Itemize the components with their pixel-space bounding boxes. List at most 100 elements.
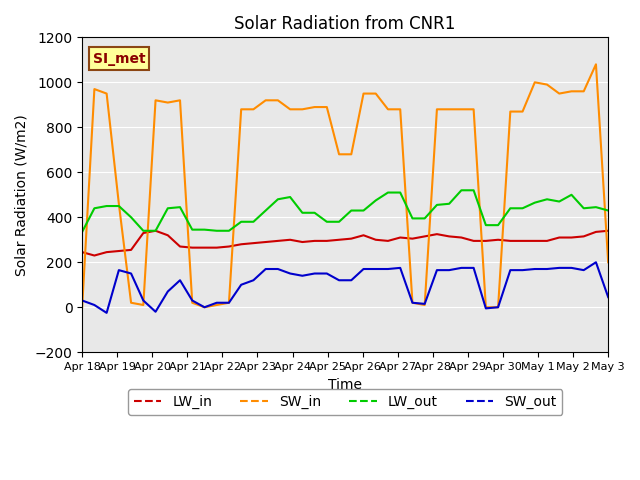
- LW_in: [298, 239, 306, 245]
- SW_out: [298, 273, 306, 278]
- SW_out: [213, 300, 221, 306]
- LW_out: [556, 199, 563, 204]
- LW_in: [237, 241, 245, 247]
- LW_in: [458, 235, 465, 240]
- LW_in: [103, 249, 111, 255]
- SW_in: [433, 107, 441, 112]
- Line: SW_in: SW_in: [82, 64, 608, 307]
- SW_out: [201, 304, 209, 310]
- LW_out: [323, 219, 331, 225]
- SW_in: [531, 79, 539, 85]
- SW_in: [127, 300, 135, 306]
- LW_out: [494, 222, 502, 228]
- SW_in: [372, 91, 380, 96]
- LW_out: [298, 210, 306, 216]
- SW_in: [164, 100, 172, 106]
- SW_out: [140, 298, 147, 303]
- LW_in: [140, 230, 147, 236]
- LW_in: [384, 238, 392, 244]
- LW_in: [580, 233, 588, 239]
- SW_out: [396, 265, 404, 271]
- LW_out: [580, 205, 588, 211]
- SW_out: [103, 310, 111, 316]
- SW_in: [580, 88, 588, 94]
- SW_in: [470, 107, 477, 112]
- LW_in: [78, 249, 86, 255]
- SW_in: [225, 300, 233, 306]
- SW_in: [78, 304, 86, 310]
- LW_in: [568, 235, 575, 240]
- LW_out: [531, 200, 539, 205]
- SW_out: [274, 266, 282, 272]
- SW_out: [506, 267, 514, 273]
- LW_in: [421, 233, 429, 239]
- SW_out: [90, 302, 98, 308]
- LW_out: [127, 215, 135, 220]
- Line: SW_out: SW_out: [82, 262, 608, 313]
- LW_in: [348, 236, 355, 241]
- SW_in: [103, 91, 111, 96]
- LW_out: [445, 201, 453, 207]
- LW_in: [396, 235, 404, 240]
- LW_in: [494, 237, 502, 243]
- SW_out: [604, 294, 612, 300]
- SW_out: [580, 267, 588, 273]
- SW_in: [152, 97, 159, 103]
- SW_in: [543, 82, 551, 87]
- SW_out: [164, 288, 172, 294]
- SW_in: [384, 107, 392, 112]
- SW_out: [445, 267, 453, 273]
- LW_out: [506, 205, 514, 211]
- Line: LW_out: LW_out: [82, 190, 608, 232]
- SW_out: [188, 298, 196, 303]
- SW_in: [518, 108, 526, 114]
- LW_out: [518, 205, 526, 211]
- SW_in: [421, 302, 429, 308]
- SW_in: [458, 107, 465, 112]
- LW_in: [127, 247, 135, 253]
- LW_out: [311, 210, 319, 216]
- LW_in: [323, 238, 331, 244]
- LW_out: [140, 228, 147, 234]
- SW_out: [152, 309, 159, 314]
- LW_out: [372, 198, 380, 204]
- LW_in: [274, 238, 282, 244]
- LW_out: [592, 204, 600, 210]
- SW_out: [323, 271, 331, 276]
- LW_out: [274, 196, 282, 202]
- SW_in: [445, 107, 453, 112]
- SW_in: [237, 107, 245, 112]
- LW_in: [250, 240, 257, 246]
- LW_in: [445, 233, 453, 239]
- SW_in: [90, 86, 98, 92]
- LW_out: [470, 187, 477, 193]
- SW_out: [78, 298, 86, 303]
- SW_out: [372, 266, 380, 272]
- SW_in: [201, 304, 209, 310]
- SW_out: [176, 277, 184, 283]
- LW_in: [311, 238, 319, 244]
- SW_out: [421, 301, 429, 307]
- LW_out: [568, 192, 575, 198]
- SW_in: [568, 88, 575, 94]
- LW_out: [360, 208, 367, 214]
- LW_out: [213, 228, 221, 234]
- LW_out: [90, 205, 98, 211]
- LW_out: [103, 203, 111, 209]
- LW_out: [286, 194, 294, 200]
- SW_out: [250, 277, 257, 283]
- LW_out: [433, 202, 441, 208]
- LW_out: [237, 219, 245, 225]
- LW_in: [518, 238, 526, 244]
- LW_out: [262, 208, 269, 214]
- SW_in: [311, 104, 319, 110]
- LW_out: [335, 219, 343, 225]
- SW_in: [140, 302, 147, 308]
- LW_out: [225, 228, 233, 234]
- LW_in: [433, 231, 441, 237]
- LW_out: [164, 205, 172, 211]
- LW_out: [458, 187, 465, 193]
- LW_out: [201, 227, 209, 232]
- SW_out: [458, 265, 465, 271]
- SW_in: [408, 300, 416, 306]
